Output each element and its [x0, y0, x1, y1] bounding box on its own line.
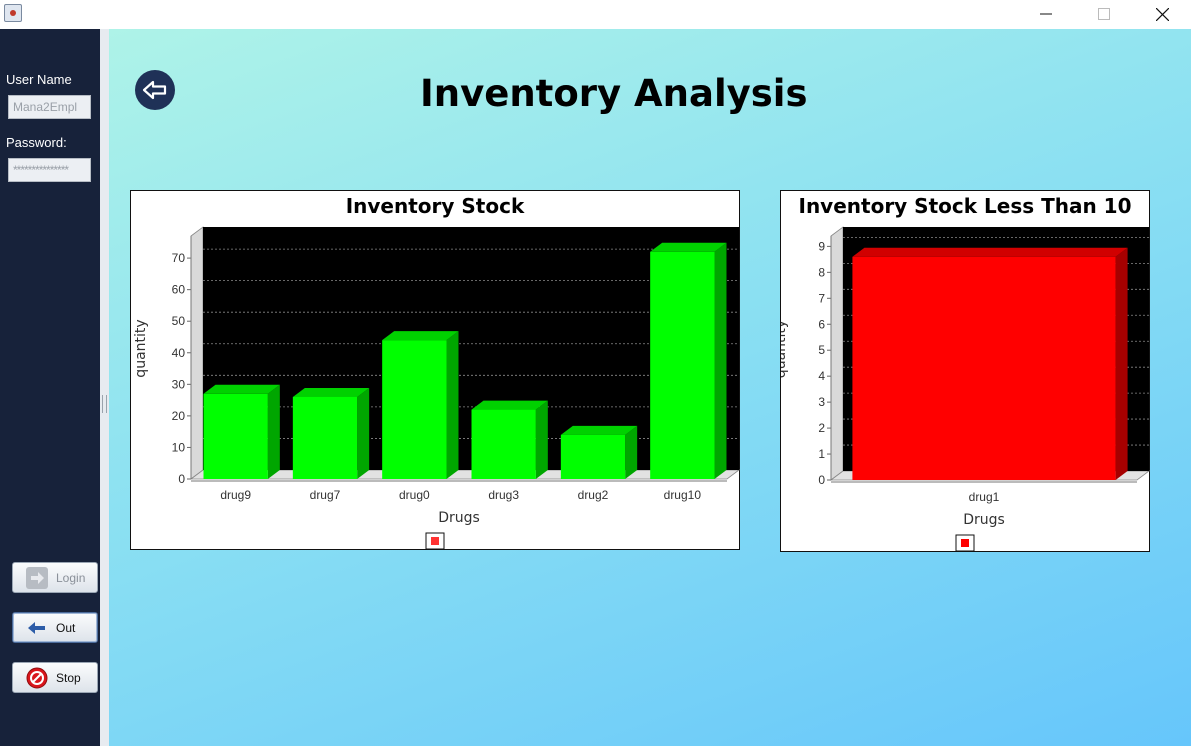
x-tick-label: drug2 — [578, 488, 609, 502]
y-tick-label: 2 — [818, 421, 825, 435]
back-button[interactable] — [135, 70, 175, 110]
stop-label: Stop — [56, 670, 81, 685]
bar-top — [382, 331, 459, 341]
chart-title: Inventory Stock Less Than 10 — [798, 194, 1132, 218]
x-tick-label: drug1 — [969, 490, 1000, 504]
left-arrow-icon — [26, 617, 48, 639]
password-field[interactable]: *************** — [8, 158, 91, 182]
legend-swatch — [961, 539, 969, 547]
y-tick-label: 6 — [818, 317, 825, 331]
y-axis-label: quantity — [781, 320, 789, 378]
x-tick-label: drug7 — [310, 488, 341, 502]
bar-side — [357, 387, 370, 479]
y-tick-label: 8 — [818, 265, 825, 279]
y-tick-label: 60 — [172, 283, 186, 297]
bar-side — [714, 242, 727, 479]
bar-top — [471, 400, 548, 410]
y-tick-label: 30 — [172, 377, 186, 391]
bar-side — [446, 331, 459, 479]
x-tick-label: drug9 — [220, 488, 251, 502]
plot-background — [203, 227, 739, 470]
stop-button[interactable]: Stop — [12, 662, 98, 693]
x-axis-label: Drugs — [438, 510, 480, 526]
bar-side — [535, 400, 548, 479]
bar — [650, 251, 715, 479]
close-button[interactable] — [1133, 0, 1191, 28]
y-tick-label: 3 — [818, 395, 825, 409]
page-title: Inventory Analysis — [420, 72, 808, 115]
java-app-icon — [4, 4, 22, 22]
bar-side — [625, 425, 638, 479]
bar-top — [203, 384, 280, 394]
username-field[interactable]: Mana2Empl — [8, 95, 91, 119]
bar-side — [267, 384, 280, 479]
x-tick-label: drug0 — [399, 488, 430, 502]
x-axis-label: Drugs — [963, 512, 1005, 528]
bar — [382, 340, 447, 479]
y-tick-label: 20 — [172, 409, 186, 423]
y-tick-label: 0 — [178, 472, 185, 486]
low-stock-chart: Inventory Stock Less Than 10 0 1 2 3 4 5 6 7 8 9 d… — [780, 190, 1151, 552]
plot-left-wall — [190, 226, 204, 480]
bar-top — [650, 242, 727, 252]
split-divider[interactable] — [100, 29, 109, 746]
password-label: Password: — [6, 135, 67, 150]
back-arrow-icon — [142, 80, 167, 100]
inventory-stock-chart: Inventory Stock 0 10 20 30 40 50 60 70 drug9 drug… — [130, 190, 741, 550]
out-label: Out — [56, 620, 76, 635]
maximize-icon — [1098, 8, 1110, 20]
bar-top — [292, 387, 370, 397]
close-icon — [1155, 7, 1169, 21]
login-arrow-icon — [26, 566, 48, 589]
y-tick-label: 0 — [818, 473, 825, 487]
minimize-icon — [1040, 13, 1052, 15]
bar — [292, 396, 358, 479]
y-tick-label: 7 — [818, 291, 825, 305]
y-tick-label: 9 — [818, 239, 825, 253]
minimize-button[interactable] — [1017, 0, 1075, 28]
x-tick-label: drug10 — [664, 488, 702, 502]
y-tick-label: 50 — [172, 314, 186, 328]
bar — [560, 434, 626, 479]
y-tick-label: 10 — [172, 440, 186, 454]
chart-title: Inventory Stock — [345, 194, 525, 218]
inventory-stock-plot: 0 10 20 30 40 50 60 70 drug9 drug7 drug0 drug3 drug2… — [133, 226, 741, 550]
out-button[interactable]: Out — [12, 612, 98, 643]
bar-top — [852, 247, 1128, 257]
stop-icon — [26, 667, 48, 689]
x-tick-label: drug3 — [488, 488, 519, 502]
sidebar: User Name Mana2Empl Password: **********… — [0, 29, 100, 746]
y-tick-label: 4 — [818, 369, 825, 383]
y-tick-label: 1 — [818, 447, 825, 461]
window-titlebar — [0, 0, 1191, 28]
y-tick-label: 70 — [172, 251, 186, 265]
login-button[interactable]: Login — [12, 562, 98, 593]
bar-top — [560, 425, 638, 435]
low-stock-plot: 0 1 2 3 4 5 6 7 8 9 drug1 Drugs quantity — [781, 226, 1151, 552]
username-label: User Name — [6, 72, 72, 87]
bar — [471, 409, 536, 479]
bar — [852, 256, 1116, 480]
y-tick-label: 40 — [172, 346, 186, 360]
maximize-button[interactable] — [1075, 0, 1133, 28]
bar — [203, 393, 268, 479]
plot-left-wall — [830, 226, 844, 481]
bar-side — [1115, 247, 1128, 480]
legend-swatch — [431, 537, 439, 545]
login-label: Login — [56, 570, 86, 585]
y-tick-label: 5 — [818, 343, 825, 357]
divider-grip[interactable] — [102, 395, 107, 413]
y-axis-label: quantity — [133, 319, 149, 377]
